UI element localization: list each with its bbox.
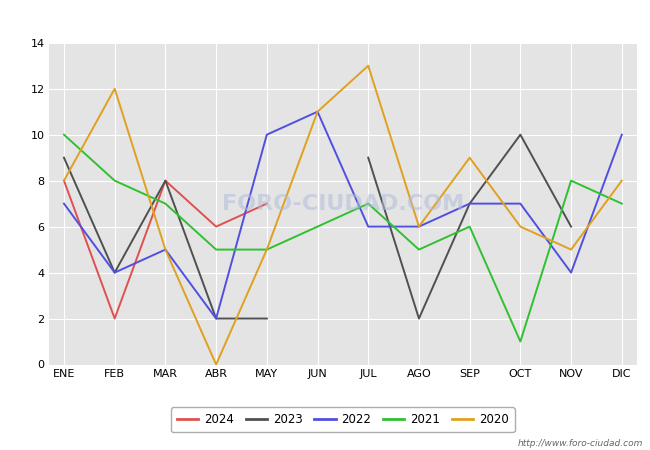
Legend: 2024, 2023, 2022, 2021, 2020: 2024, 2023, 2022, 2021, 2020 [171,407,515,432]
Text: http://www.foro-ciudad.com: http://www.foro-ciudad.com [518,439,644,448]
Text: Matriculaciones de Vehículos en Plentzia: Matriculaciones de Vehículos en Plentzia [162,11,488,26]
Text: FORO-CIUDAD.COM: FORO-CIUDAD.COM [222,194,464,214]
